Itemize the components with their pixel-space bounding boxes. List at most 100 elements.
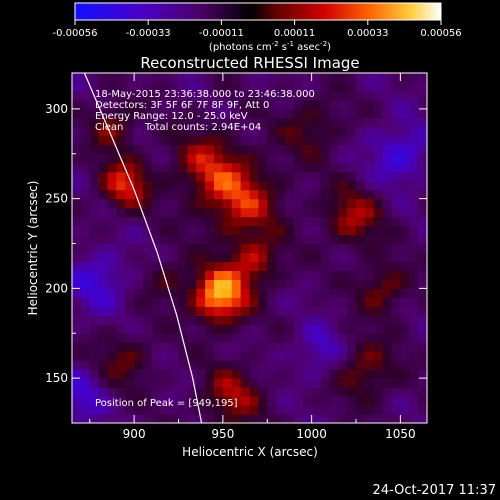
heatmap-cell <box>240 288 251 298</box>
heatmap-cell <box>116 324 126 334</box>
heatmap-cell <box>143 351 153 361</box>
heatmap-cell <box>302 108 313 119</box>
heatmap-cell <box>116 306 126 316</box>
heatmap-cell <box>382 297 393 307</box>
heatmap-cell <box>169 117 180 128</box>
heatmap-cell <box>178 225 188 236</box>
heatmap-cell <box>285 180 295 191</box>
heatmap-cell <box>89 396 100 406</box>
heatmap-cell <box>143 90 153 101</box>
heatmap-cell <box>249 81 259 92</box>
heatmap-cell <box>178 387 188 397</box>
heatmap-cell <box>205 198 215 209</box>
heatmap-cell <box>160 144 171 155</box>
heatmap-cell <box>302 81 313 92</box>
heatmap-cell <box>169 153 180 164</box>
heatmap-cell <box>178 73 188 83</box>
heatmap-cell <box>169 342 180 352</box>
heatmap-cell <box>338 387 348 397</box>
heatmap-cell <box>187 378 197 388</box>
heatmap-cell <box>258 135 268 146</box>
heatmap-cell <box>169 189 180 200</box>
heatmap-cell <box>151 279 162 289</box>
heatmap-cell <box>409 342 419 352</box>
heatmap-cell <box>107 171 117 182</box>
heatmap-cell <box>72 252 82 263</box>
heatmap-cell <box>240 387 251 397</box>
heatmap-cell <box>409 315 419 325</box>
heatmap-cell <box>356 288 366 298</box>
heatmap-cell <box>276 108 286 119</box>
heatmap-cell <box>364 288 375 298</box>
heatmap-cell <box>418 396 427 406</box>
heatmap-cell <box>116 162 126 173</box>
heatmap-cell <box>214 216 224 227</box>
heatmap-cell <box>400 234 410 245</box>
heatmap-cell <box>382 252 393 263</box>
heatmap-cell <box>222 180 233 191</box>
heatmap-cell <box>125 324 135 334</box>
heatmap-cell <box>89 99 100 110</box>
heatmap-cell <box>125 108 135 119</box>
heatmap-cell <box>356 81 366 92</box>
heatmap-cell <box>391 405 401 415</box>
heatmap-cell <box>151 342 162 352</box>
heatmap-cell <box>329 162 339 173</box>
heatmap-cell <box>418 387 427 397</box>
heatmap-cell <box>258 225 268 236</box>
heatmap-cell <box>347 90 357 101</box>
heatmap-cell <box>276 324 286 334</box>
heatmap-cell <box>249 360 259 370</box>
heatmap-cell <box>125 279 135 289</box>
heatmap-cell <box>391 162 401 173</box>
heatmap-cell <box>222 306 233 316</box>
heatmap-cell <box>400 297 410 307</box>
heatmap-cell <box>302 171 313 182</box>
heatmap-cell <box>160 243 171 254</box>
heatmap-cell <box>293 414 304 423</box>
heatmap-cell <box>409 81 419 92</box>
heatmap-cell <box>329 342 339 352</box>
heatmap-cell <box>231 153 242 164</box>
heatmap-cell <box>72 225 82 236</box>
heatmap-cell <box>134 333 144 343</box>
heatmap-cell <box>214 270 224 281</box>
heatmap-cell <box>409 333 419 343</box>
heatmap-cell <box>178 90 188 101</box>
heatmap-cell <box>276 378 286 388</box>
heatmap-cell <box>222 270 233 281</box>
heatmap-cell <box>214 243 224 254</box>
heatmap-cell <box>98 180 109 191</box>
heatmap-cell <box>151 351 162 361</box>
heatmap-cell <box>347 378 357 388</box>
colorbar-tick-label: -0.00033 <box>126 28 171 39</box>
heatmap-cell <box>160 117 171 128</box>
heatmap-cell <box>400 387 410 397</box>
heatmap-cell <box>205 207 215 218</box>
heatmap-cell <box>205 324 215 334</box>
heatmap-cell <box>240 315 251 325</box>
heatmap-cell <box>231 90 242 101</box>
heatmap-cell <box>240 162 251 173</box>
energy-annotation: Energy Range: 12.0 - 25.0 keV <box>95 111 248 122</box>
heatmap-cell <box>160 414 171 423</box>
heatmap-cell <box>231 351 242 361</box>
heatmap-cell <box>285 153 295 164</box>
heatmap-cell <box>329 73 339 83</box>
heatmap-cell <box>347 153 357 164</box>
heatmap-cell <box>391 297 401 307</box>
heatmap-cell <box>329 324 339 334</box>
heatmap-cell <box>151 198 162 209</box>
heatmap-cell <box>373 144 384 155</box>
heatmap-cell <box>80 90 91 101</box>
heatmap-cell <box>89 73 100 83</box>
heatmap-cell <box>249 243 259 254</box>
heatmap-cell <box>320 234 330 245</box>
heatmap-cell <box>347 126 357 137</box>
heatmap-cell <box>240 225 251 236</box>
heatmap-cell <box>107 270 117 281</box>
heatmap-cell <box>338 243 348 254</box>
heatmap-cell <box>329 306 339 316</box>
heatmap-cell <box>409 396 419 406</box>
heatmap-cell <box>329 270 339 281</box>
